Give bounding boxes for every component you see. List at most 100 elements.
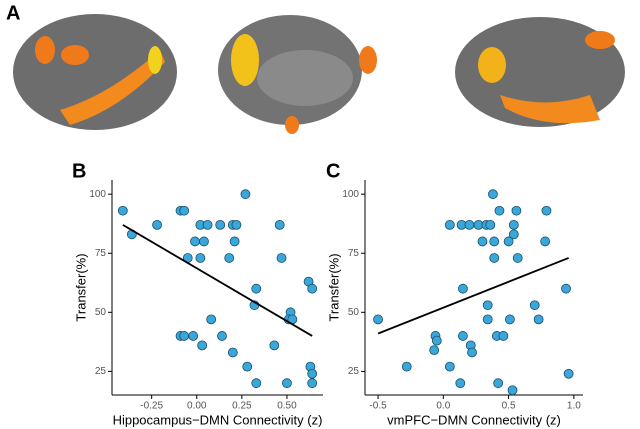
- data-point: [251, 283, 262, 294]
- data-point: [242, 361, 253, 372]
- data-point: [458, 283, 468, 294]
- brain-medial-inner: [257, 50, 353, 106]
- data-point: [179, 205, 190, 216]
- data-point: [188, 331, 199, 341]
- data-point: [563, 368, 574, 379]
- panel-label: A: [6, 2, 20, 24]
- data-point: [533, 314, 544, 325]
- x-tick-label: 0.5: [502, 401, 516, 412]
- data-point: [458, 331, 468, 341]
- data-point: [541, 205, 552, 216]
- data-point: [489, 236, 500, 247]
- data-point: [197, 340, 208, 351]
- y-tick-label: 50: [95, 307, 107, 318]
- y-tick-label: 50: [348, 307, 360, 318]
- data-point: [540, 236, 551, 247]
- data-point: [529, 300, 540, 311]
- data-point: [307, 378, 318, 389]
- data-point: [464, 219, 475, 230]
- y-axis-title: Transfer(%): [326, 253, 341, 321]
- activation: [231, 34, 259, 86]
- x-axis-title: Hippocampus−DMN Connectivity (z): [113, 412, 323, 427]
- activation: [585, 31, 615, 49]
- brain-images: [13, 14, 625, 134]
- activation: [60, 50, 165, 125]
- activation: [285, 116, 299, 134]
- data-point: [444, 361, 455, 372]
- trend-line: [377, 257, 569, 335]
- data-point: [504, 314, 515, 325]
- data-point: [467, 347, 477, 358]
- x-tick-label: 1.0: [567, 401, 581, 412]
- data-point: [282, 378, 292, 389]
- data-point: [227, 347, 238, 358]
- data-point: [373, 314, 383, 325]
- trend-line: [122, 224, 313, 337]
- data-point: [493, 378, 504, 389]
- y-tick-label: 75: [95, 248, 107, 259]
- data-point: [401, 361, 412, 372]
- y-tick-label: 25: [95, 366, 107, 377]
- activation: [500, 95, 600, 124]
- data-point: [190, 236, 200, 247]
- data-point: [224, 253, 235, 263]
- data-point: [507, 385, 518, 396]
- data-point: [503, 236, 514, 247]
- panel-label: B: [72, 160, 86, 182]
- panel-label: C: [326, 160, 340, 182]
- data-point: [477, 236, 488, 247]
- x-tick-label: 0.00: [187, 401, 207, 412]
- activation: [61, 45, 89, 65]
- data-point: [444, 219, 455, 230]
- x-tick-label: 0.25: [232, 401, 252, 412]
- data-point: [251, 378, 262, 389]
- brain-lateral-left: [13, 14, 177, 130]
- data-point: [195, 253, 206, 263]
- data-point: [431, 335, 442, 346]
- data-point: [117, 205, 128, 216]
- activation: [35, 36, 55, 64]
- data-point: [269, 340, 280, 351]
- data-point: [199, 236, 209, 247]
- y-tick-label: 25: [348, 366, 360, 377]
- data-point: [229, 236, 240, 247]
- x-axis-title: vmPFC−DMN Connectivity (z): [387, 412, 561, 427]
- x-tick-label: -0.25: [140, 401, 163, 412]
- data-point: [512, 253, 523, 263]
- data-point: [482, 300, 493, 311]
- data-point: [561, 283, 571, 294]
- data-point: [494, 205, 505, 216]
- x-tick-label: 0.50: [277, 401, 297, 412]
- data-point: [215, 219, 226, 230]
- data-point: [240, 189, 251, 200]
- data-point: [276, 253, 287, 263]
- data-point: [511, 205, 522, 216]
- data-point: [485, 219, 496, 230]
- data-point: [482, 314, 493, 325]
- y-axis-title: Transfer(%): [73, 253, 88, 321]
- data-point: [206, 314, 217, 325]
- data-point: [498, 331, 509, 341]
- activation: [148, 46, 162, 74]
- data-point: [307, 283, 318, 294]
- data-point: [217, 331, 227, 341]
- y-tick-label: 100: [89, 189, 106, 200]
- y-tick-label: 100: [342, 189, 359, 200]
- data-point: [152, 219, 162, 230]
- data-point: [179, 331, 190, 341]
- data-point: [508, 229, 519, 240]
- data-point: [455, 378, 466, 389]
- data-point: [489, 253, 500, 263]
- data-point: [508, 219, 519, 230]
- data-point: [202, 219, 213, 230]
- activation: [478, 47, 506, 83]
- data-point: [307, 368, 318, 379]
- x-tick-label: -0.5: [369, 401, 387, 412]
- y-tick-label: 75: [348, 248, 360, 259]
- activation: [359, 46, 377, 74]
- x-tick-label: 0.0: [436, 401, 450, 412]
- data-point: [488, 189, 498, 200]
- data-point: [231, 219, 242, 230]
- data-point: [274, 219, 285, 230]
